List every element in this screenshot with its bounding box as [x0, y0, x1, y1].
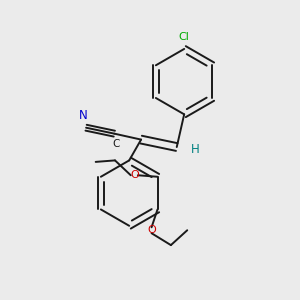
Text: O: O — [147, 225, 156, 235]
Text: C: C — [112, 139, 119, 149]
Text: H: H — [191, 143, 200, 156]
Text: N: N — [79, 110, 88, 122]
Text: Cl: Cl — [179, 32, 190, 41]
Text: O: O — [130, 170, 139, 180]
